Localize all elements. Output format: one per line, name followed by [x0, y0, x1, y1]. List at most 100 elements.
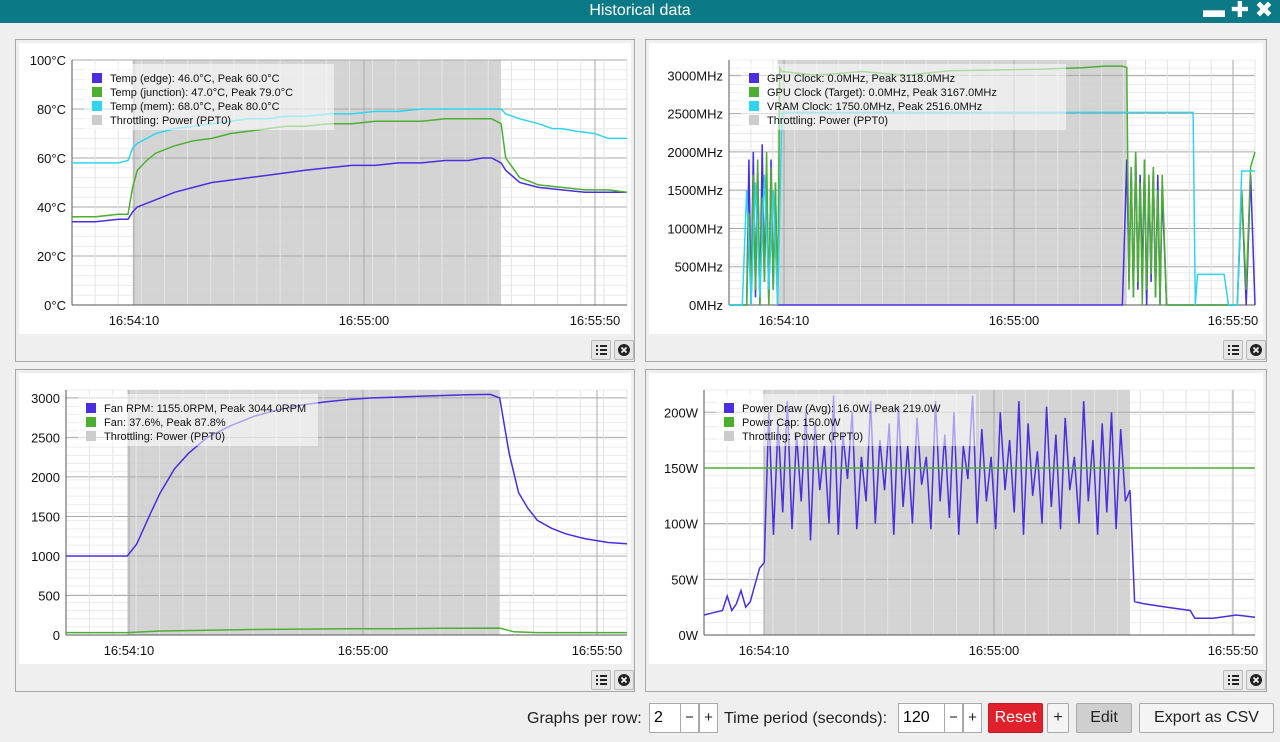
- graph-panel-fan: 0 500 1000 1500 2000 2500 3000 16:54:10 16:55:00…: [15, 369, 635, 692]
- x-tick-label: 16:55:00: [339, 313, 390, 328]
- y-tick-label: 2500MHz: [667, 107, 723, 122]
- graphs-per-row-increment-button[interactable]: +: [699, 703, 718, 733]
- title-bar: Historical data ▬ ✚ ✖: [0, 0, 1280, 23]
- series-line-1: [729, 64, 1256, 306]
- legend-label: Power Draw (Avg): 16.0W, Peak 219.0W: [742, 403, 941, 415]
- legend-swatch: [92, 101, 102, 111]
- legend-swatch: [724, 431, 734, 441]
- series-line-0: [72, 157, 627, 223]
- maximize-icon[interactable]: ✚: [1230, 0, 1250, 22]
- y-tick-label: 0°C: [44, 298, 66, 313]
- graph-panel-power: 0W 50W 100W 150W 200W 16:54:10 16:55:00 16:55:5…: [645, 369, 1267, 692]
- x-tick-label: 16:55:00: [989, 313, 1040, 328]
- window-title: Historical data: [589, 2, 691, 19]
- y-tick-label: 1000MHz: [667, 221, 723, 236]
- y-tick-label: 40°C: [37, 200, 66, 215]
- legend-label: Temp (junction): 47.0°C, Peak 79.0°C: [110, 87, 293, 99]
- legend-label: Temp (edge): 46.0°C, Peak 60.0°C: [110, 73, 280, 85]
- power-chart: 0W 50W 100W 150W 200W 16:54:10 16:55:00 16:55:5…: [664, 389, 1259, 658]
- legend-swatch: [86, 403, 96, 413]
- y-tick-label: 3000: [31, 391, 60, 406]
- y-tick-label: 80°C: [37, 102, 66, 117]
- legend-box: [741, 64, 1066, 130]
- graphs-per-row-label: Graphs per row:: [527, 710, 642, 727]
- x-tick-label: 16:55:50: [570, 313, 621, 328]
- legend-swatch: [749, 87, 759, 97]
- time-period-input[interactable]: 120: [898, 703, 945, 733]
- legend-swatch: [86, 417, 96, 427]
- y-tick-label: 150W: [664, 461, 699, 476]
- y-tick-label: 500MHz: [675, 260, 723, 275]
- y-tick-label: 500: [38, 588, 60, 603]
- add-graph-button[interactable]: +: [1047, 703, 1069, 733]
- y-tick-label: 100°C: [30, 53, 66, 68]
- remove-graph-button[interactable]: [1246, 340, 1266, 360]
- y-tick-label: 3000MHz: [667, 68, 723, 83]
- y-tick-label: 0MHz: [689, 298, 723, 313]
- y-tick-label: 20°C: [37, 249, 66, 264]
- legend-swatch: [749, 101, 759, 111]
- legend-toggle-button[interactable]: [1223, 340, 1243, 360]
- legend-label: Throttling: Power (PPT0): [767, 115, 888, 127]
- legend-swatch: [724, 417, 734, 427]
- x-tick-label: 16:54:10: [739, 643, 790, 658]
- y-tick-label: 2000: [31, 470, 60, 485]
- remove-graph-button[interactable]: [614, 670, 634, 690]
- time-period-increment-button[interactable]: +: [963, 703, 982, 733]
- series-line-0: [66, 393, 628, 557]
- legend-toggle-button[interactable]: [591, 340, 611, 360]
- series-line-1: [66, 627, 627, 634]
- legend-toggle-button[interactable]: [591, 670, 611, 690]
- y-tick-label: 1500MHz: [667, 183, 723, 198]
- legend-swatch: [749, 115, 759, 125]
- legend-label: Throttling: Power (PPT0): [110, 115, 231, 127]
- x-tick-label: 16:55:00: [338, 643, 389, 658]
- legend-swatch: [92, 115, 102, 125]
- remove-graph-button[interactable]: [1246, 670, 1266, 690]
- minimize-icon[interactable]: ▬: [1203, 0, 1225, 22]
- legend-label: VRAM Clock: 1750.0MHz, Peak 2516.0MHz: [767, 101, 982, 113]
- y-tick-label: 200W: [664, 405, 699, 420]
- graphs-per-row-input[interactable]: 2: [649, 703, 681, 733]
- edit-button[interactable]: Edit: [1076, 703, 1132, 733]
- legend-label: GPU Clock (Target): 0.0MHz, Peak 3167.0M…: [767, 87, 997, 99]
- legend-swatch: [86, 431, 96, 441]
- y-tick-label: 60°C: [37, 151, 66, 166]
- time-period-label: Time period (seconds):: [724, 710, 888, 727]
- y-tick-label: 50W: [671, 572, 698, 587]
- y-tick-label: 2500: [31, 430, 60, 445]
- temperature-chart: 0°C 20°C 40°C 60°C 80°C 100°C 16:54:10 16:55:00…: [30, 53, 628, 328]
- legend-label: Power Cap: 150.0W: [742, 417, 841, 429]
- legend-label: Temp (mem): 68.0°C, Peak 80.0°C: [110, 101, 280, 113]
- legend-label: Throttling: Power (PPT0): [742, 431, 863, 443]
- clock-chart: 0MHz 500MHz 1000MHz 1500MHz 2000MHz 2500MHz 30…: [667, 59, 1259, 328]
- x-tick-label: 16:54:10: [109, 313, 160, 328]
- legend-box: [84, 64, 334, 130]
- legend-swatch: [724, 403, 734, 413]
- legend-toggle-button[interactable]: [1223, 670, 1243, 690]
- export-csv-button[interactable]: Export as CSV: [1139, 703, 1274, 733]
- y-tick-label: 2000MHz: [667, 145, 723, 160]
- y-tick-label: 0: [53, 628, 60, 643]
- y-tick-label: 1500: [31, 509, 60, 524]
- reset-button[interactable]: Reset: [988, 703, 1043, 733]
- legend-label: GPU Clock: 0.0MHz, Peak 3118.0MHz: [767, 73, 955, 85]
- x-tick-label: 16:55:50: [1208, 643, 1259, 658]
- graph-panel-clocks: 0MHz 500MHz 1000MHz 1500MHz 2000MHz 2500MHz 30…: [645, 39, 1267, 362]
- legend-label: Throttling: Power (PPT0): [104, 431, 225, 443]
- y-tick-label: 0W: [679, 628, 699, 643]
- graphs-per-row-decrement-button[interactable]: −: [680, 703, 699, 733]
- legend-box: [716, 394, 976, 446]
- time-period-decrement-button[interactable]: −: [944, 703, 963, 733]
- graph-panel-temperature: 0°C 20°C 40°C 60°C 80°C 100°C 16:54:10 16:55:00…: [15, 39, 635, 362]
- remove-graph-button[interactable]: [614, 340, 634, 360]
- x-tick-label: 16:55:00: [969, 643, 1020, 658]
- x-tick-label: 16:54:10: [759, 313, 810, 328]
- legend-swatch: [92, 87, 102, 97]
- x-tick-label: 16:55:50: [1208, 313, 1259, 328]
- legend-label: Fan RPM: 1155.0RPM, Peak 3044.0RPM: [104, 403, 306, 415]
- close-icon[interactable]: ✖: [1254, 0, 1274, 22]
- y-tick-label: 100W: [664, 517, 699, 532]
- legend-box: [78, 394, 318, 446]
- legend-swatch: [749, 73, 759, 83]
